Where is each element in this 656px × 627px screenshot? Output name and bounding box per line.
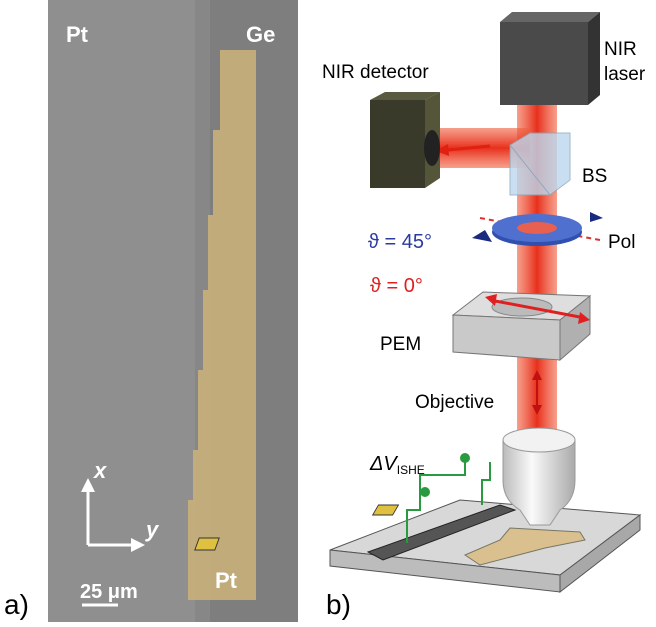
label-ge: Ge [246,22,275,47]
voltage: ΔV [369,453,398,475]
label-laser: NIR [604,39,637,60]
voltage-subscript: ISHE [397,463,425,477]
label-objective: Objective [415,392,494,413]
label-pol: Pol [608,232,635,253]
label-pem: PEM [380,334,421,355]
label-pt: Pt [215,568,238,593]
label-voltage: ΔVISHE [369,453,425,477]
label-angle: ϑ = 45° [368,231,432,253]
axis-label: x [93,458,107,483]
label-detector: NIR detector [322,62,429,83]
label-bs: BS [582,166,607,187]
scale-bar-label: 25 μm [80,581,138,603]
panel-label: a) [4,589,29,620]
label-laser: laser [604,64,646,85]
figure: Pt Ge Pt x y 25 μm a) [0,0,656,622]
axis-label: y [145,517,160,542]
sem-image: Pt Ge Pt x y 25 μm [48,0,298,622]
label-angle: ϑ = 0° [370,275,423,297]
panel-label: b) [326,589,351,620]
label-pt: Pt [66,22,89,47]
